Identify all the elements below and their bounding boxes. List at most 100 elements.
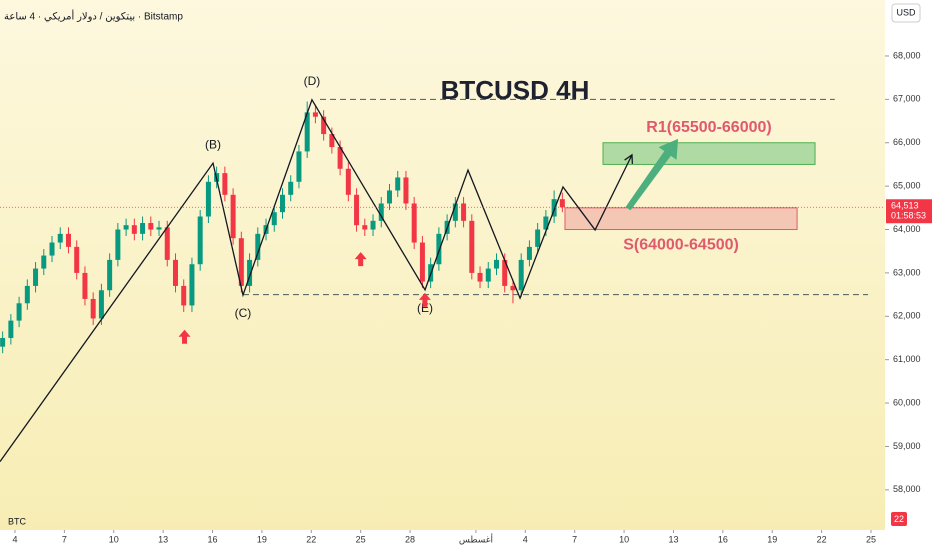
x-tick-label: 25 — [356, 534, 366, 544]
last-price-box — [886, 199, 932, 224]
x-tick-label: 4 — [12, 534, 17, 544]
candle-body — [140, 223, 146, 234]
candle-body — [33, 268, 39, 286]
candle-body — [82, 272, 88, 299]
candle-body — [156, 227, 162, 230]
chart-subtitle: بيتكوين / دولار أمريكي · 4 ساعة · Bitsta… — [4, 10, 183, 23]
candle-body — [230, 194, 236, 239]
plot-background — [0, 0, 885, 530]
candle-body — [8, 320, 14, 338]
candle-body — [403, 177, 409, 204]
candle-body — [247, 259, 253, 286]
y-tick-label: 63,000 — [893, 267, 921, 277]
candle-body — [65, 233, 71, 247]
candle-body — [395, 177, 401, 191]
candle-body — [312, 112, 318, 117]
time-axis-background — [0, 530, 885, 550]
candle-body — [288, 181, 294, 195]
candle-body — [123, 225, 129, 230]
x-tick-label: 19 — [257, 534, 267, 544]
candle-body — [461, 203, 467, 221]
pattern-line — [0, 98, 633, 463]
x-tick-label: أغسطس — [459, 533, 493, 544]
candle-body — [469, 220, 475, 273]
x-tick-label: 19 — [767, 534, 777, 544]
x-tick-label: 10 — [619, 534, 629, 544]
candle-body — [518, 259, 524, 291]
y-tick-label: 67,000 — [893, 94, 921, 104]
currency-box[interactable] — [891, 3, 921, 23]
wave-label: (E) — [417, 301, 433, 315]
candle-body — [304, 112, 310, 152]
y-tick-label: 60,000 — [893, 397, 921, 407]
y-tick-label: 61,000 — [893, 354, 921, 364]
candle-body — [172, 259, 178, 286]
candle-body — [49, 242, 55, 256]
candle-body — [255, 233, 261, 260]
candle-body — [98, 290, 104, 319]
y-tick-label: 58,000 — [893, 484, 921, 494]
candle-body — [535, 229, 541, 247]
trend-arrow — [625, 138, 679, 211]
candle-body — [296, 151, 302, 182]
candle-body — [452, 203, 458, 221]
y-tick-label: 62,000 — [893, 311, 921, 321]
x-tick-label: 16 — [718, 534, 728, 544]
x-tick-label: 13 — [668, 534, 678, 544]
currency: USD — [896, 7, 916, 17]
candle-body — [271, 212, 277, 226]
candle-body — [354, 194, 360, 226]
candle-body — [115, 229, 121, 260]
candle-body — [386, 190, 392, 204]
zone-label: R1(65500-66000) — [646, 119, 771, 136]
candle-body — [57, 233, 63, 243]
candle-body — [24, 285, 30, 304]
candle-body — [131, 225, 137, 234]
candle-body — [419, 242, 425, 282]
zone — [564, 207, 798, 231]
candle-body — [74, 246, 80, 273]
x-tick-label: 22 — [817, 534, 827, 544]
candle-body — [205, 181, 211, 217]
candle-body — [551, 199, 557, 217]
x-tick-label: 25 — [866, 534, 876, 544]
pattern-arrowhead — [624, 153, 634, 164]
candle-body — [370, 220, 376, 230]
corner-badge: 22 — [894, 514, 904, 524]
x-tick-label: 7 — [62, 534, 67, 544]
candle-body — [164, 227, 170, 260]
candle-body — [559, 199, 565, 208]
x-tick-label: 22 — [306, 534, 316, 544]
candle-body — [197, 216, 203, 265]
candle-body — [148, 223, 154, 230]
wave-label: (B) — [205, 137, 221, 151]
candle-body — [189, 264, 195, 306]
candle-body — [16, 303, 22, 321]
candle-body — [238, 238, 244, 286]
candle-body — [493, 259, 499, 269]
candle-body — [222, 173, 228, 195]
wave-label: (D) — [304, 74, 321, 88]
x-tick-label: 10 — [109, 534, 119, 544]
candle-body — [41, 255, 47, 269]
y-tick-label: 64,000 — [893, 224, 921, 234]
x-tick-label: 28 — [405, 534, 415, 544]
candle-body — [543, 216, 549, 230]
candle-body — [321, 116, 327, 135]
signal-arrow — [354, 252, 367, 267]
zone — [602, 142, 816, 165]
candle-body — [510, 285, 516, 291]
price-axis-background — [885, 0, 932, 550]
candle-body — [0, 337, 6, 347]
candle-body — [279, 194, 285, 213]
candle-body — [378, 203, 384, 221]
candle-body — [345, 168, 351, 195]
candle-body — [362, 225, 368, 230]
candle-body — [329, 134, 335, 148]
candle-body — [337, 147, 343, 169]
x-tick-label: 13 — [158, 534, 168, 544]
badge — [891, 512, 907, 526]
x-tick-label: 16 — [208, 534, 218, 544]
zone-label: S(64000-64500) — [623, 237, 739, 254]
